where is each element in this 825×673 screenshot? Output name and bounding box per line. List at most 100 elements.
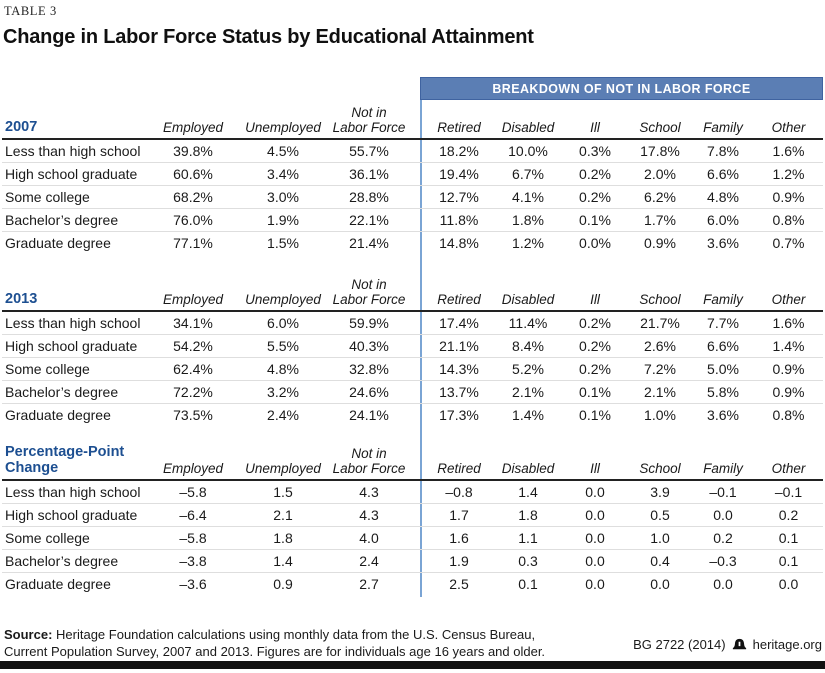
value-cell: 1.9% [238, 208, 328, 232]
value-cell: 0.2% [562, 311, 628, 335]
column-header-family: Family [692, 444, 754, 481]
row-label: Graduate degree [5, 576, 111, 592]
source-text: Heritage Foundation calculations using m… [4, 627, 546, 659]
column-header-retired: Retired [424, 275, 494, 312]
table-row: Graduate degree –3.6 0.9 2.7 2.5 0.1 0.0 0.0 0.0… [2, 573, 823, 596]
value-cell: 24.6% [328, 380, 410, 404]
column-header-employed: Employed [148, 103, 238, 140]
value-cell: 2.1 [238, 503, 328, 527]
publication-id: BG 2722 (2014) [633, 637, 726, 652]
column-header-school: School [628, 444, 692, 481]
value-cell: 72.2% [148, 380, 238, 404]
column-header-ill: Ill [562, 444, 628, 481]
value-cell: 1.9 [424, 549, 494, 573]
value-cell: 0.1% [562, 380, 628, 404]
value-cell: –3.6 [179, 576, 207, 592]
value-cell: 54.2% [148, 334, 238, 358]
table-row: Some college 62.4% 4.8% 32.8% 14.3% 5.2% 0.2% 7… [2, 357, 823, 381]
value-cell: 18.2% [424, 139, 494, 163]
value-cell: 4.3 [328, 503, 410, 527]
value-cell: 0.3% [562, 139, 628, 163]
divider-spacer [410, 444, 424, 481]
value-cell: 14.8% [439, 235, 479, 251]
row-label: Some college [2, 357, 148, 381]
column-header-other: Other [754, 444, 823, 481]
divider-spacer [410, 526, 424, 550]
footer-credit: BG 2722 (2014) heritage.org [633, 637, 822, 652]
divider-spacer [410, 334, 424, 358]
table-row: Bachelor’s degree 76.0% 1.9% 22.1% 11.8% 1.8%… [2, 208, 823, 232]
section-percentage-point-change: Percentage-Point Change Employed Unemploye… [2, 444, 823, 595]
value-cell: 0.2% [562, 185, 628, 209]
value-cell: 0.0 [585, 576, 605, 592]
value-cell: 36.1% [328, 162, 410, 186]
value-cell: 6.6% [692, 334, 754, 358]
value-cell: 6.0% [238, 311, 328, 335]
table-row: High school graduate –6.4 2.1 4.3 1.7 1.8 0.0 0… [2, 503, 823, 527]
value-cell: 1.1 [494, 526, 562, 550]
value-cell: 55.7% [328, 139, 410, 163]
row-label: Less than high school [2, 311, 148, 335]
row-label: Bachelor’s degree [2, 380, 148, 404]
value-cell: 11.4% [494, 311, 562, 335]
value-cell: 2.4% [267, 407, 299, 423]
value-cell: 62.4% [148, 357, 238, 381]
column-header-ill: Ill [562, 275, 628, 312]
value-cell: –0.3 [692, 549, 754, 573]
value-cell: 21.1% [424, 334, 494, 358]
column-header-disabled: Disabled [494, 103, 562, 140]
row-label: Graduate degree [5, 407, 111, 423]
bottom-bar [0, 661, 825, 669]
value-cell: 1.7% [628, 208, 692, 232]
source-label: Source: [4, 627, 53, 642]
value-cell: 0.2 [692, 526, 754, 550]
column-header-row: 2007 Employed Unemployed Not in Labor Force… [2, 103, 823, 140]
value-cell: 0.0 [778, 576, 799, 592]
value-cell: 2.6% [628, 334, 692, 358]
row-label: High school graduate [2, 162, 148, 186]
section-2013: 2013 Employed Unemployed Not in Labor Force… [2, 275, 823, 426]
divider-spacer [410, 357, 424, 381]
value-cell: 8.4% [494, 334, 562, 358]
liberty-bell-icon [732, 638, 747, 651]
row-label: Less than high school [2, 139, 148, 163]
value-cell: 0.0 [650, 576, 670, 592]
value-cell: 1.0 [628, 526, 692, 550]
value-cell: 17.3% [439, 407, 479, 423]
value-cell: 73.5% [173, 407, 213, 423]
value-cell: 0.9% [644, 235, 676, 251]
value-cell: –5.8 [148, 480, 238, 504]
value-cell: 3.6% [707, 235, 739, 251]
value-cell: 0.3 [494, 549, 562, 573]
value-cell: 1.6% [754, 139, 823, 163]
column-header-disabled: Disabled [494, 444, 562, 481]
table-row: Graduate degree 73.5% 2.4% 24.1% 17.3% 1.4% 0.… [2, 404, 823, 427]
value-cell: 13.7% [424, 380, 494, 404]
value-cell: 4.8% [238, 357, 328, 381]
value-cell: 0.0 [713, 576, 733, 592]
value-cell: 2.0% [628, 162, 692, 186]
value-cell: 0.2% [562, 334, 628, 358]
column-header-not-in-labor-force: Not in Labor Force [328, 444, 410, 481]
section-title: 2013 [2, 275, 148, 312]
value-cell: 19.4% [424, 162, 494, 186]
value-cell: –6.4 [148, 503, 238, 527]
table-row: High school graduate 54.2% 5.5% 40.3% 21.1% 8… [2, 334, 823, 358]
value-cell: 59.9% [328, 311, 410, 335]
divider-spacer [410, 549, 424, 573]
value-cell: 0.0 [692, 503, 754, 527]
page-title: Change in Labor Force Status by Educatio… [3, 26, 534, 48]
divider-spacer [410, 162, 424, 186]
value-cell: 5.2% [494, 357, 562, 381]
value-cell: 17.8% [628, 139, 692, 163]
value-cell: 1.2% [754, 162, 823, 186]
column-header-school: School [628, 103, 692, 140]
value-cell: 2.1% [494, 380, 562, 404]
value-cell: 11.8% [424, 208, 494, 232]
divider-spacer [410, 480, 424, 504]
value-cell: 0.1 [518, 576, 538, 592]
value-cell: 1.8% [494, 208, 562, 232]
value-cell: 0.1% [562, 208, 628, 232]
value-cell: 1.8 [238, 526, 328, 550]
divider-spacer [410, 208, 424, 232]
